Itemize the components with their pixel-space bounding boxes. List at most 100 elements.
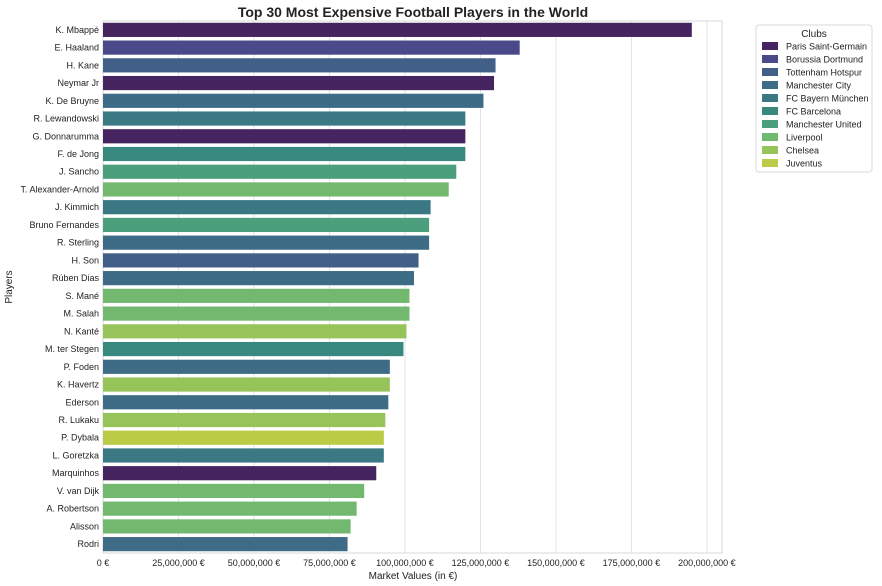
bar bbox=[103, 217, 430, 233]
bar bbox=[103, 111, 466, 126]
legend-swatch bbox=[762, 107, 778, 115]
legend-swatch bbox=[762, 94, 778, 102]
bar bbox=[103, 306, 410, 321]
bars bbox=[103, 22, 692, 552]
bar bbox=[103, 341, 404, 357]
bar bbox=[103, 466, 377, 481]
y-tick-label: E. Haaland bbox=[54, 43, 99, 53]
y-tick-label: Neymar Jr bbox=[57, 78, 99, 88]
y-tick-label: Marquinhos bbox=[52, 468, 100, 478]
bar bbox=[103, 412, 386, 428]
bar bbox=[103, 324, 407, 339]
y-tick-label: Bruno Fernandes bbox=[29, 220, 99, 230]
legend-swatch bbox=[762, 133, 778, 141]
y-tick-label: N. Kanté bbox=[64, 326, 99, 336]
legend-label: Manchester City bbox=[786, 81, 852, 91]
legend-swatch bbox=[762, 42, 778, 50]
legend-label: Manchester United bbox=[786, 120, 862, 130]
bar bbox=[103, 146, 466, 162]
bar bbox=[103, 22, 692, 37]
bar bbox=[103, 164, 457, 179]
y-tick-label: M. Salah bbox=[63, 309, 99, 319]
bar bbox=[103, 288, 410, 303]
x-tick-label: 100,000,000 € bbox=[376, 558, 434, 568]
legend-swatch bbox=[762, 146, 778, 154]
legend-swatch bbox=[762, 81, 778, 89]
y-axis-label: Players bbox=[4, 270, 15, 303]
bar bbox=[103, 483, 365, 499]
y-tick-label: S. Mané bbox=[65, 291, 99, 301]
plot-frame bbox=[102, 20, 723, 554]
y-tick-label: L. Goretzka bbox=[52, 450, 99, 460]
bar bbox=[103, 182, 449, 197]
legend-label: Chelsea bbox=[786, 146, 819, 156]
bar bbox=[103, 395, 389, 410]
bar bbox=[103, 253, 419, 268]
x-tick-label: 25,000,000 € bbox=[152, 558, 205, 568]
legend-label: Juventus bbox=[786, 159, 823, 169]
bar bbox=[103, 448, 384, 463]
bar bbox=[103, 40, 520, 55]
y-tick-label: J. Kimmich bbox=[55, 202, 99, 212]
bar bbox=[103, 359, 390, 374]
y-tick-label: J. Sancho bbox=[59, 167, 99, 177]
legend-swatch bbox=[762, 55, 778, 63]
bar bbox=[103, 235, 430, 250]
y-tick-label: K. De Bruyne bbox=[45, 96, 99, 106]
x-axis-label: Market Values (in €) bbox=[369, 571, 458, 582]
legend-label: Borussia Dortmund bbox=[786, 55, 863, 65]
bar bbox=[103, 501, 357, 516]
bar bbox=[103, 93, 484, 108]
x-tick-label: 200,000,000 € bbox=[678, 558, 736, 568]
y-tick-label: P. Dybala bbox=[61, 433, 99, 443]
bar bbox=[103, 537, 348, 552]
x-tick-label: 125,000,000 € bbox=[452, 558, 510, 568]
x-tick-labels: 0 € 25,000,000 € 50,000,000 € 75,000,000 € 1… bbox=[97, 558, 736, 568]
legend-label: Tottenham Hotspur bbox=[786, 68, 862, 78]
legend-label: Paris Saint-Germain bbox=[786, 42, 867, 52]
x-tick-label: 0 € bbox=[97, 558, 110, 568]
y-tick-label: H. Son bbox=[71, 255, 99, 265]
x-tick-label: 175,000,000 € bbox=[603, 558, 661, 568]
y-tick-label: Rodri bbox=[77, 539, 99, 549]
bar bbox=[103, 200, 431, 215]
bar bbox=[103, 271, 415, 286]
bar bbox=[103, 519, 351, 534]
y-tick-labels: K. Mbappé E. Haaland H. Kane Neymar Jr K. De… bbox=[20, 25, 99, 549]
y-tick-label: K. Havertz bbox=[57, 380, 100, 390]
y-tick-label: P. Foden bbox=[64, 362, 99, 372]
y-tick-label: F. de Jong bbox=[57, 149, 99, 159]
legend-label: FC Barcelona bbox=[786, 107, 841, 117]
y-tick-label: H. Kane bbox=[66, 60, 99, 70]
legend-label: Liverpool bbox=[786, 133, 823, 143]
y-tick-label: Alisson bbox=[70, 521, 99, 531]
legend-items: Paris Saint-Germain Borussia Dortmund Tott… bbox=[762, 42, 869, 169]
y-tick-label: R. Lewandowski bbox=[33, 114, 99, 124]
bar bbox=[103, 377, 390, 392]
bar bbox=[103, 129, 466, 144]
y-tick-label: R. Sterling bbox=[57, 238, 99, 248]
y-tick-label: Ederson bbox=[65, 397, 99, 407]
legend-swatch bbox=[762, 68, 778, 76]
legend-box bbox=[755, 24, 873, 173]
bar bbox=[103, 58, 496, 73]
x-tick-label: 150,000,000 € bbox=[527, 558, 585, 568]
y-tick-label: G. Donnarumma bbox=[32, 131, 99, 141]
y-tick-label: A. Robertson bbox=[46, 504, 99, 514]
legend: Clubs Paris Saint-Germain Borussia Dortmu… bbox=[755, 24, 873, 173]
x-tick-label: 75,000,000 € bbox=[303, 558, 356, 568]
y-tick-label: K. Mbappé bbox=[55, 25, 99, 35]
y-tick-label: V. van Dijk bbox=[57, 486, 100, 496]
y-tick-label: Rúben Dias bbox=[52, 273, 100, 283]
legend-label: FC Bayern München bbox=[786, 94, 869, 104]
chart-title: Top 30 Most Expensive Football Players i… bbox=[238, 4, 588, 20]
grid bbox=[177, 21, 708, 553]
legend-swatch bbox=[762, 159, 778, 167]
x-tick-label: 50,000,000 € bbox=[228, 558, 281, 568]
legend-swatch bbox=[762, 120, 778, 128]
legend-title: Clubs bbox=[801, 29, 827, 40]
y-tick-label: M. ter Stegen bbox=[45, 344, 99, 354]
bar bbox=[103, 75, 495, 91]
y-tick-label: T. Alexander-Arnold bbox=[20, 184, 99, 194]
